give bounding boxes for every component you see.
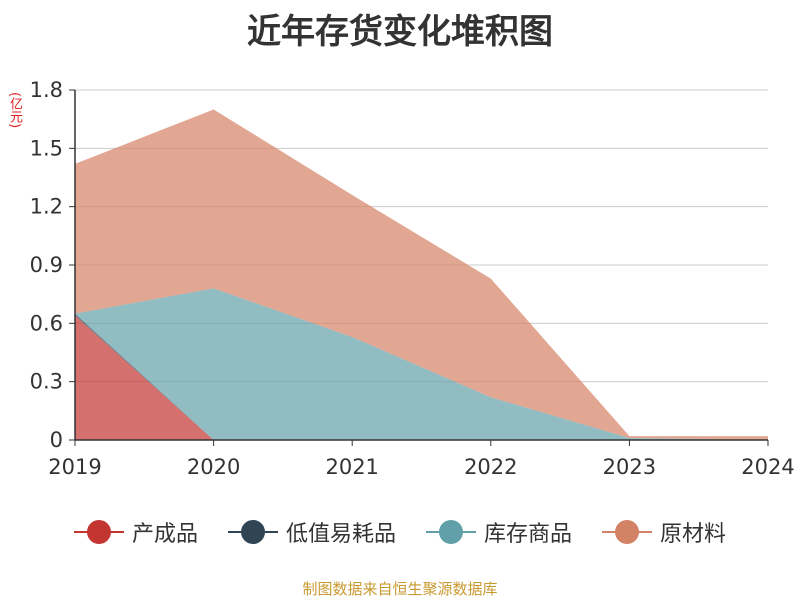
x-tick-label: 2024 — [741, 455, 794, 479]
legend-swatch-icon — [602, 520, 653, 544]
legend-swatch-icon — [426, 520, 476, 544]
y-tick-label: 1.5 — [30, 136, 63, 160]
y-axis-unit-text: (亿元) — [7, 92, 22, 129]
chart-title: 近年存货变化堆积图 — [247, 12, 553, 52]
legend-item[interactable]: 低值易耗品 — [227, 516, 396, 548]
y-axis-unit: (亿元) — [4, 92, 24, 152]
legend-label: 产成品 — [131, 522, 198, 547]
legend-swatch-icon — [227, 520, 278, 544]
legend-label: 原材料 — [660, 522, 727, 547]
y-tick-label: 1.8 — [30, 78, 63, 102]
x-tick-label: 2020 — [187, 455, 240, 479]
legend-label: 低值易耗品 — [285, 522, 396, 547]
x-tick-label: 2022 — [464, 455, 517, 479]
legend-label: 库存商品 — [484, 522, 573, 547]
data-source-note: 制图数据来自恒生聚源数据库 — [302, 580, 498, 598]
legend: 产成品 低值易耗品 库存商品 原材料 — [0, 516, 800, 548]
y-tick-label: 0.9 — [30, 253, 63, 277]
y-tick-label: 0 — [50, 428, 63, 452]
x-tick-label: 2023 — [603, 455, 656, 479]
y-tick-label: 0.3 — [30, 370, 63, 394]
series-area — [75, 315, 768, 440]
y-tick-label: 0.6 — [30, 311, 63, 335]
y-tick-label: 1.2 — [30, 195, 63, 219]
legend-item[interactable]: 库存商品 — [426, 516, 572, 548]
legend-item[interactable]: 原材料 — [602, 516, 726, 548]
legend-swatch-icon — [73, 520, 124, 544]
series-area — [75, 288, 768, 440]
x-tick-label: 2021 — [325, 455, 378, 479]
legend-item[interactable]: 产成品 — [73, 516, 198, 548]
x-tick-label: 2019 — [48, 455, 101, 479]
series-area — [75, 109, 768, 440]
